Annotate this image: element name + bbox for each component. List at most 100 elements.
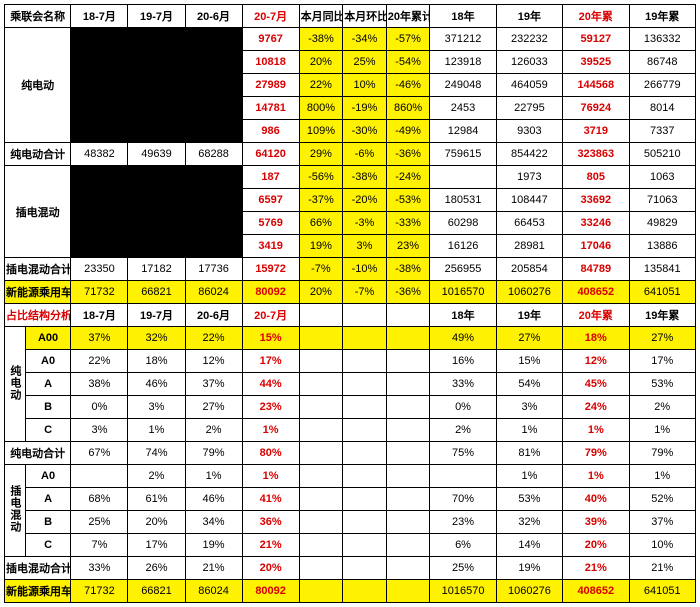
cell — [185, 120, 242, 143]
cell: 80% — [242, 442, 299, 465]
sub-a0: A0 — [25, 350, 71, 373]
cell — [343, 488, 387, 511]
cell: 28981 — [496, 235, 562, 258]
phev-row-1: 插电混动 187 -56%-38%-24% 1973 8051063 — [5, 166, 696, 189]
cell: -10% — [343, 258, 387, 281]
h-19y: 19年 — [496, 5, 562, 28]
cell — [299, 557, 343, 580]
cell: 12% — [563, 350, 629, 373]
h-name: 乘联会名称 — [5, 5, 71, 28]
cell — [343, 396, 387, 419]
cell: 266779 — [629, 74, 696, 97]
cell — [386, 396, 430, 419]
h2-20-7: 20-7月 — [242, 304, 299, 327]
cell: 86748 — [629, 51, 696, 74]
cell: 14% — [496, 534, 562, 557]
share-nev-total: 新能源乘用车 717326682186024 80092 10165701060… — [5, 580, 696, 603]
cell — [128, 235, 185, 258]
cell: 1% — [496, 465, 562, 488]
sub-b: B — [25, 396, 71, 419]
share-title: 占比结构分析 — [5, 304, 71, 327]
cell: 7% — [71, 534, 128, 557]
cell: 641051 — [629, 281, 696, 304]
cell: 23% — [242, 396, 299, 419]
cell: 32% — [128, 327, 185, 350]
h2-19y: 19年 — [496, 304, 562, 327]
cell — [128, 28, 185, 51]
share-phev-total: 插电混动合计 33%26%21% 20% 25%19% 21%21% — [5, 557, 696, 580]
share-phev-a0: 插电混动 A0 2%1% 1% 1% 1%1% — [5, 465, 696, 488]
cell: 66% — [299, 212, 343, 235]
cell: 854422 — [496, 143, 562, 166]
cell: 1% — [629, 465, 696, 488]
sub-a: A — [25, 373, 71, 396]
share-bev-total-label: 纯电动合计 — [5, 442, 71, 465]
cell — [71, 28, 128, 51]
cell: 2% — [629, 396, 696, 419]
cell: 232232 — [496, 28, 562, 51]
cell: 123918 — [430, 51, 496, 74]
h2-19ytd: 19年累 — [629, 304, 696, 327]
cell: 12984 — [430, 120, 496, 143]
cell: 86024 — [185, 281, 242, 304]
cell: 40% — [563, 488, 629, 511]
cell: 2% — [430, 419, 496, 442]
cell: 38% — [71, 373, 128, 396]
cell: 45% — [563, 373, 629, 396]
cell: 26% — [128, 557, 185, 580]
bev-row-5: 986 109%-30%-49% 129849303 37197337 — [5, 120, 696, 143]
bev-row-2: 10818 20%25%-54% 123918126033 3952586748 — [5, 51, 696, 74]
phev-row-2: 6597 -37%-20%-53% 180531108447 336927106… — [5, 189, 696, 212]
cell: 15% — [496, 350, 562, 373]
cell: -37% — [299, 189, 343, 212]
cell: 22795 — [496, 97, 562, 120]
cell — [299, 350, 343, 373]
cell — [71, 465, 128, 488]
phev-row-4: 3419 19%3%23% 1612628981 1704613886 — [5, 235, 696, 258]
share-nev-total-label: 新能源乘用车 — [5, 580, 71, 603]
bev-row-3: 27989 22%10%-46% 249048464059 1445682667… — [5, 74, 696, 97]
cell: 48382 — [71, 143, 128, 166]
cell: 22% — [299, 74, 343, 97]
phev-total-row: 插电混动合计 233501718217736 15972 -7%-10%-38%… — [5, 258, 696, 281]
cell: -46% — [386, 74, 430, 97]
cell: 86024 — [185, 580, 242, 603]
cell: 2% — [185, 419, 242, 442]
h2-18-7: 18-7月 — [71, 304, 128, 327]
cell: 64120 — [242, 143, 299, 166]
cat-bev: 纯电动 — [5, 28, 71, 143]
sub-c: C — [25, 419, 71, 442]
cell — [71, 74, 128, 97]
cell: -49% — [386, 120, 430, 143]
cell: 187 — [242, 166, 299, 189]
cell: 17% — [629, 350, 696, 373]
cell — [128, 166, 185, 189]
share-bev-a00: 纯电动 A00 37%32%22% 15% 49%27% 18%27% — [5, 327, 696, 350]
cell — [386, 580, 430, 603]
cell: 33692 — [563, 189, 629, 212]
cell: 2% — [128, 465, 185, 488]
share-phev-c: C 7%17%19% 21% 6%14% 20%10% — [5, 534, 696, 557]
cell — [386, 350, 430, 373]
cell: 9767 — [242, 28, 299, 51]
cell: -6% — [343, 143, 387, 166]
cell: 53% — [629, 373, 696, 396]
cell — [343, 419, 387, 442]
cell — [128, 189, 185, 212]
cell: -34% — [343, 28, 387, 51]
cell: 1% — [128, 419, 185, 442]
cell — [185, 189, 242, 212]
cell: 13886 — [629, 235, 696, 258]
cell: -7% — [343, 281, 387, 304]
cell: 21% — [563, 557, 629, 580]
sub-b-2: B — [25, 511, 71, 534]
h-18y: 18年 — [430, 5, 496, 28]
cell: 80092 — [242, 580, 299, 603]
cell: 71732 — [71, 580, 128, 603]
cell: 71732 — [71, 281, 128, 304]
cell: 126033 — [496, 51, 562, 74]
cell: 12% — [185, 350, 242, 373]
cell: 10818 — [242, 51, 299, 74]
cell: 17046 — [563, 235, 629, 258]
cell: 46% — [185, 488, 242, 511]
